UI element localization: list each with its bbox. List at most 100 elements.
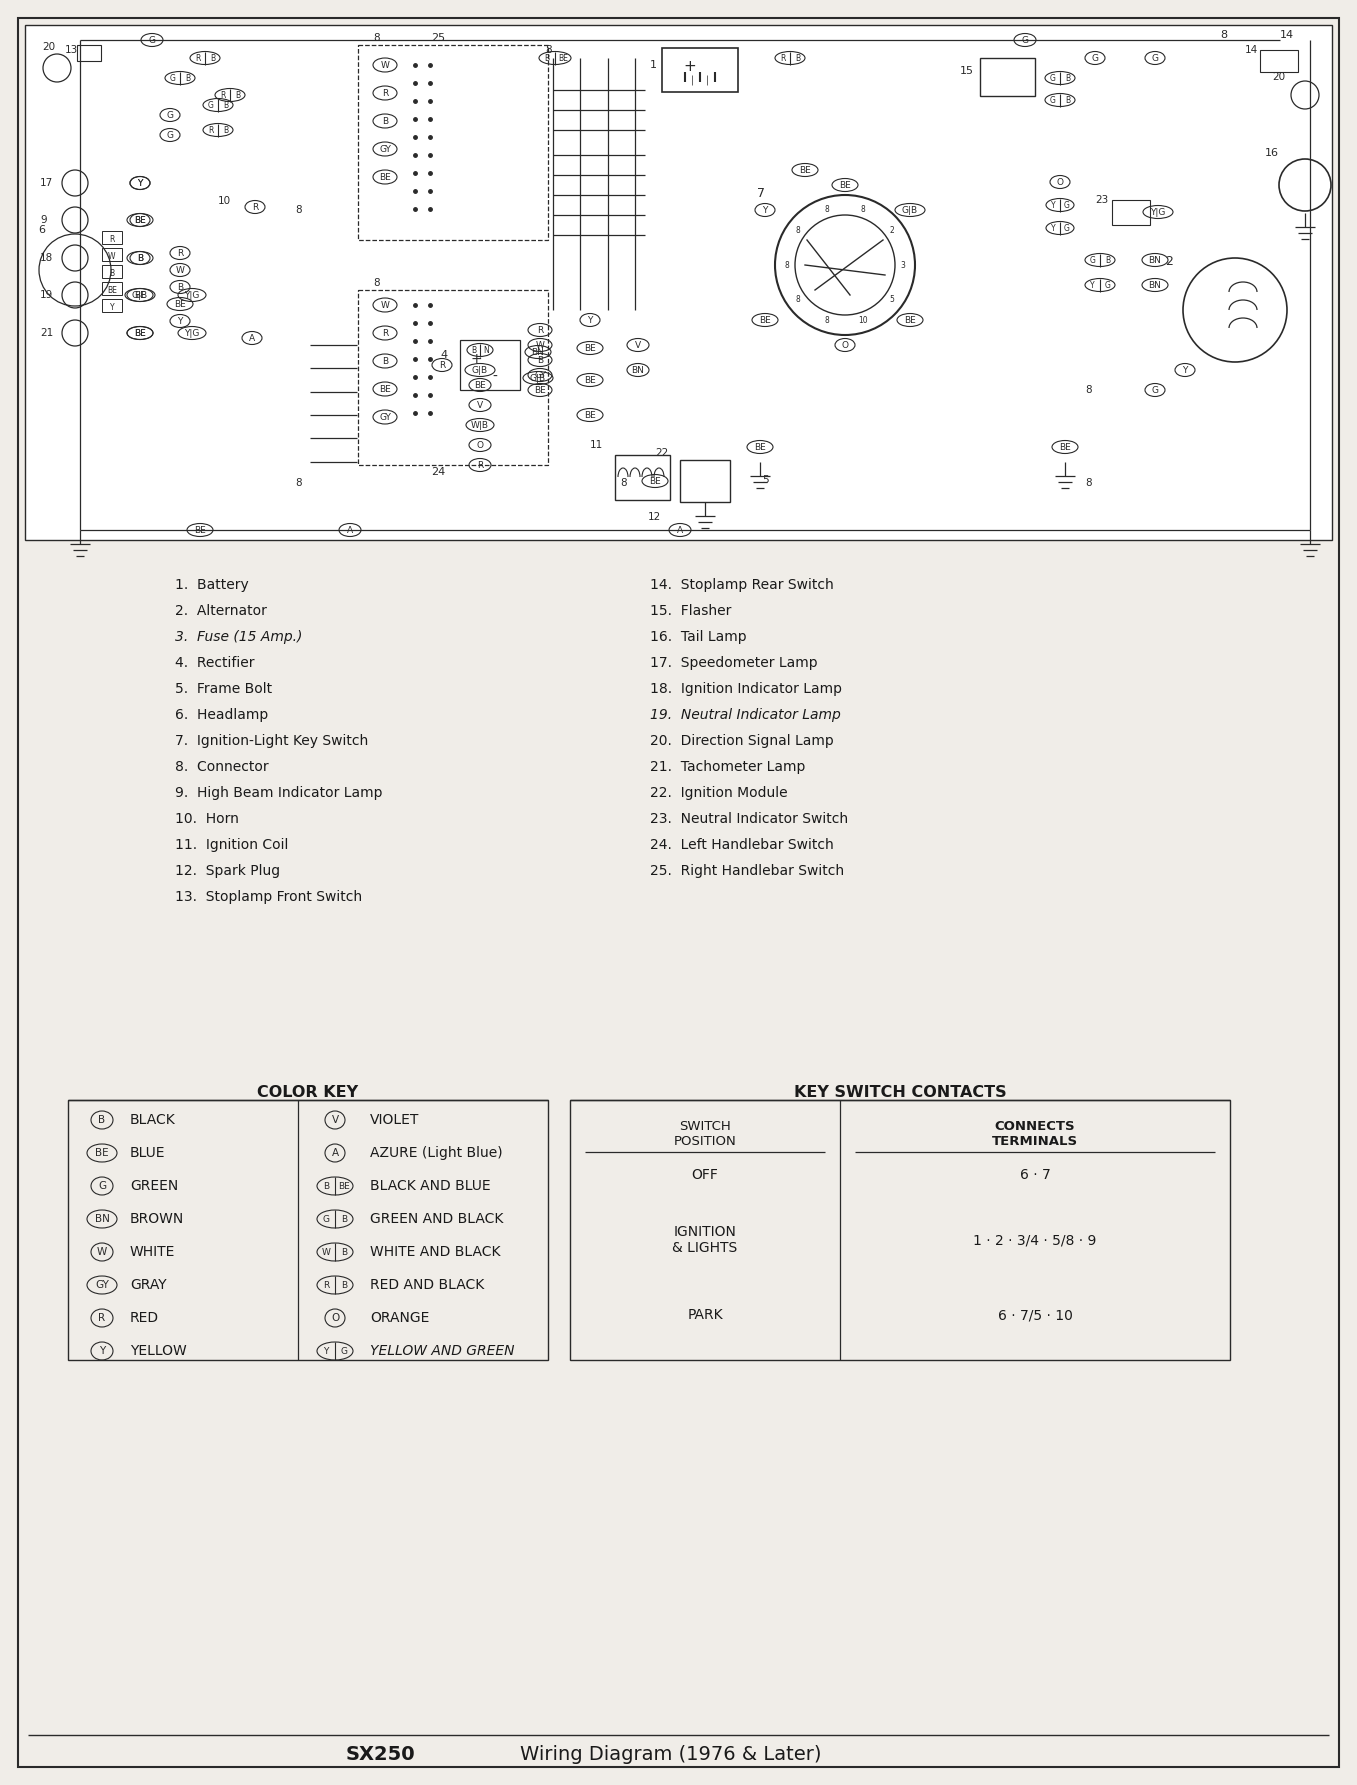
Text: V: V: [476, 400, 483, 409]
Text: W: W: [380, 61, 389, 70]
Text: B: B: [381, 116, 388, 125]
Text: SX250: SX250: [345, 1746, 415, 1765]
Text: 6 · 7: 6 · 7: [1019, 1167, 1050, 1182]
Text: Y: Y: [588, 316, 593, 325]
Text: 2.  Alternator: 2. Alternator: [175, 603, 267, 618]
Text: GY: GY: [379, 145, 391, 154]
Text: +: +: [684, 59, 696, 73]
Text: Y: Y: [1050, 200, 1056, 209]
Text: G: G: [1091, 54, 1099, 62]
Text: 8: 8: [795, 295, 801, 303]
Text: B: B: [185, 73, 190, 82]
Text: 11: 11: [590, 439, 604, 450]
Text: 15: 15: [959, 66, 974, 77]
Text: Y: Y: [323, 1346, 328, 1355]
Text: 22.  Ignition Module: 22. Ignition Module: [650, 785, 787, 800]
Text: BE: BE: [194, 525, 206, 534]
Text: CONNECTS
TERMINALS: CONNECTS TERMINALS: [992, 1119, 1077, 1148]
Text: V: V: [635, 341, 641, 350]
Text: ORANGE: ORANGE: [370, 1310, 429, 1324]
Text: 20: 20: [42, 43, 56, 52]
Text: BN: BN: [95, 1214, 110, 1225]
Text: KEY SWITCH CONTACTS: KEY SWITCH CONTACTS: [794, 1085, 1007, 1100]
Text: O: O: [476, 441, 483, 450]
Text: 12: 12: [649, 512, 661, 521]
Text: 8: 8: [1086, 386, 1091, 394]
Text: BE: BE: [474, 380, 486, 389]
Text: 24.  Left Handlebar Switch: 24. Left Handlebar Switch: [650, 837, 833, 851]
Text: BE: BE: [134, 216, 145, 225]
Text: 25: 25: [432, 32, 445, 43]
Text: GREEN: GREEN: [130, 1180, 178, 1192]
Text: BE: BE: [134, 328, 145, 337]
Text: V: V: [331, 1116, 338, 1125]
Text: 7: 7: [757, 187, 765, 200]
Text: B: B: [1065, 73, 1071, 82]
Text: 6.  Headlamp: 6. Headlamp: [175, 709, 269, 721]
Text: BE: BE: [754, 443, 765, 452]
Text: 7.  Ignition-Light Key Switch: 7. Ignition-Light Key Switch: [175, 734, 368, 748]
Text: B: B: [223, 125, 228, 134]
Text: BE: BE: [535, 386, 546, 394]
Text: G|B: G|B: [531, 373, 546, 382]
Text: Y: Y: [1090, 280, 1095, 289]
Text: 21: 21: [39, 328, 53, 337]
Text: R: R: [208, 125, 213, 134]
Text: B: B: [176, 282, 183, 291]
Text: 8: 8: [784, 261, 790, 270]
Text: R: R: [176, 248, 183, 257]
Text: R: R: [476, 461, 483, 469]
Text: Y: Y: [110, 303, 114, 312]
Text: R: R: [323, 1280, 330, 1289]
Text: AZURE (Light Blue): AZURE (Light Blue): [370, 1146, 502, 1160]
Text: 17: 17: [39, 178, 53, 187]
Text: BE: BE: [174, 300, 186, 309]
Text: Y: Y: [178, 316, 183, 325]
Text: 10.  Horn: 10. Horn: [175, 812, 239, 826]
Text: 10: 10: [218, 196, 231, 205]
Text: B: B: [381, 357, 388, 366]
Text: G: G: [1049, 96, 1056, 105]
Text: 1.  Battery: 1. Battery: [175, 578, 248, 593]
Text: 6 · 7/5 · 10: 6 · 7/5 · 10: [997, 1308, 1072, 1323]
Text: 24: 24: [432, 468, 445, 477]
Text: 20.  Direction Signal Lamp: 20. Direction Signal Lamp: [650, 734, 833, 748]
Text: BE: BE: [338, 1182, 350, 1191]
Text: Wiring Diagram (1976 & Later): Wiring Diagram (1976 & Later): [520, 1746, 821, 1765]
Text: B: B: [223, 100, 228, 109]
Text: 9.  High Beam Indicator Lamp: 9. High Beam Indicator Lamp: [175, 785, 383, 800]
Text: N: N: [483, 346, 490, 355]
Text: BLUE: BLUE: [130, 1146, 166, 1160]
Text: RED: RED: [130, 1310, 159, 1324]
Text: R: R: [537, 325, 543, 334]
Text: W: W: [536, 341, 544, 350]
Text: BE: BE: [134, 291, 145, 300]
Text: G: G: [170, 73, 175, 82]
Text: R: R: [99, 1314, 106, 1323]
Text: Y: Y: [99, 1346, 104, 1357]
Text: Y: Y: [1050, 223, 1056, 232]
Text: 4.  Rectifier: 4. Rectifier: [175, 657, 255, 669]
Text: G|B: G|B: [132, 291, 148, 300]
Text: BE: BE: [584, 343, 596, 352]
Text: 8: 8: [860, 205, 866, 214]
Text: 5: 5: [763, 475, 768, 486]
Text: W: W: [380, 300, 389, 309]
Text: 8: 8: [373, 32, 380, 43]
Text: PARK: PARK: [687, 1308, 723, 1323]
Text: B: B: [544, 54, 550, 62]
Text: A: A: [677, 525, 683, 534]
Text: 2: 2: [1166, 255, 1172, 268]
Text: 8: 8: [294, 205, 301, 214]
Text: VIOLET: VIOLET: [370, 1114, 419, 1126]
Text: 8: 8: [373, 278, 380, 287]
Text: O: O: [1057, 177, 1064, 186]
Text: 8: 8: [620, 478, 627, 487]
Text: BE: BE: [1058, 443, 1071, 452]
Text: A: A: [347, 525, 353, 534]
Text: GREEN AND BLACK: GREEN AND BLACK: [370, 1212, 503, 1226]
Text: 9: 9: [39, 214, 46, 225]
Text: BE: BE: [649, 477, 661, 486]
Text: B: B: [323, 1182, 328, 1191]
Text: W: W: [109, 252, 115, 261]
